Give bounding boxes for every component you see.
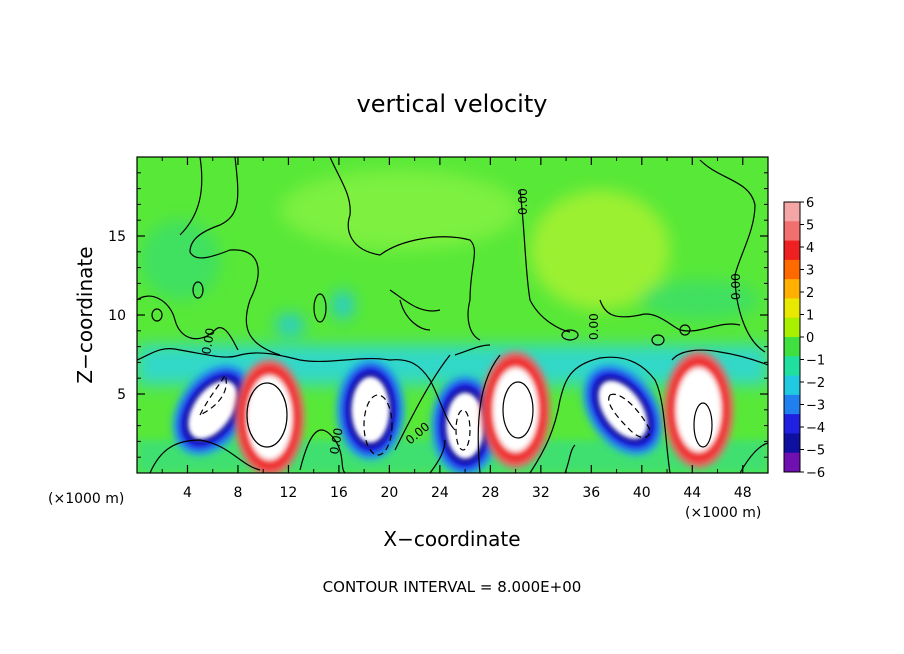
contour-line: [329, 157, 481, 341]
x-unit-left: (×1000 m): [48, 491, 124, 507]
cell-ring: [188, 380, 238, 439]
x-tick-label: 20: [380, 485, 398, 501]
x-tick-label: 36: [582, 485, 600, 501]
contour-line: [394, 344, 501, 473]
x-tick-label: 40: [633, 485, 651, 501]
contour-label: 0.00: [516, 188, 530, 215]
contour-loop: [192, 281, 204, 299]
colorbar-label: 2: [806, 286, 814, 301]
y-tick-label: 5: [117, 387, 126, 403]
contour-line: [519, 189, 571, 333]
colorbar-swatch: [784, 414, 800, 434]
contour-line: [137, 348, 456, 431]
x-tick-label: 8: [233, 485, 242, 501]
y-tick-label: 10: [108, 308, 126, 324]
contour-lines: [137, 157, 768, 473]
contour-label: 0.00: [587, 313, 601, 340]
x-tick-label: 4: [183, 485, 192, 501]
x-tick-label: 48: [734, 485, 752, 501]
contour-label: 0.00: [729, 273, 743, 300]
contour-loop: [151, 308, 163, 322]
positive-contour: [502, 381, 534, 439]
contour-line: [429, 439, 446, 473]
colorbar-swatch: [784, 433, 800, 454]
colorbar-label: 5: [806, 219, 814, 234]
contour-label: 0.00: [327, 427, 345, 456]
dashed-contour: [608, 393, 651, 439]
colorbar-swatch: [784, 259, 800, 280]
colorbar-label: −1: [806, 354, 825, 369]
dashed-contour: [363, 394, 393, 456]
x-tick-label: 12: [280, 485, 298, 501]
colorbar-label: −5: [806, 444, 825, 459]
chart-title: vertical velocity: [357, 90, 548, 118]
cell-ring: [446, 392, 485, 459]
contour-loop: [651, 334, 665, 346]
x-tick-label: 44: [683, 485, 701, 501]
dashed-contour: [199, 373, 227, 416]
colorbar-swatch: [784, 452, 800, 473]
contour-loop: [561, 329, 579, 341]
colorbar-label: 4: [806, 241, 814, 256]
colorbar-swatch: [784, 356, 800, 377]
y-axis-label: Z−coordinate: [73, 246, 97, 383]
dashed-contour: [455, 409, 471, 451]
contour-loop: [313, 293, 327, 323]
colorbar-swatch: [784, 240, 800, 261]
colorbar-swatch: [784, 298, 800, 319]
contour-line: [179, 157, 281, 356]
colorbar-swatch: [784, 279, 800, 299]
cell-ring: [493, 368, 538, 451]
updraft-cell: [481, 351, 550, 468]
upper-shading: [140, 170, 760, 320]
colorbar-label: −4: [806, 421, 825, 436]
colorbar-label: 0: [806, 331, 814, 346]
colorbar-label: 3: [806, 264, 814, 279]
colorbar-label: −6: [806, 466, 825, 481]
contour-line: [389, 289, 441, 331]
x-tick-label: 28: [481, 485, 499, 501]
x-axis-label: X−coordinate: [383, 527, 520, 551]
colorbar-label: 1: [806, 309, 814, 324]
contour-line: [137, 295, 239, 351]
cell-ring: [351, 376, 390, 443]
contour-line: [299, 429, 346, 473]
colorbar-swatch: [784, 375, 800, 396]
plot-field: [137, 157, 768, 473]
contour-label: 0.00: [199, 327, 217, 356]
x-tick-label: 32: [532, 485, 550, 501]
cyan-band: [137, 291, 768, 385]
contour-interval: CONTOUR INTERVAL = 8.000E+00: [323, 578, 582, 596]
colorbar-swatch: [784, 394, 800, 415]
contour-line: [599, 299, 741, 332]
updraft-cell: [235, 359, 304, 473]
downdraft-cell: [336, 359, 405, 460]
colorbar-swatch: [784, 317, 800, 338]
x-tick-label: 16: [330, 485, 348, 501]
contour-line: [149, 439, 261, 473]
contour-line: [529, 356, 671, 473]
contour-loop: [679, 324, 691, 336]
y-tick-label: 15: [108, 229, 126, 245]
positive-contour: [246, 382, 288, 448]
contour-line: [699, 159, 766, 353]
colorbar-label: 6: [806, 196, 814, 211]
downdraft-cell: [582, 364, 663, 456]
colorbar: 6 5 4 3 2 1 0 −1 −2 −3 −4 −5 −6: [783, 196, 825, 481]
x-unit-right: (×1000 m): [685, 505, 761, 521]
updraft-cell: [664, 351, 733, 468]
colorbar-label: −3: [806, 399, 825, 414]
downdraft-cell: [172, 364, 253, 456]
x-tick-label: 24: [431, 485, 449, 501]
colorbar-swatch: [784, 337, 800, 357]
colorbar-swatch: [784, 202, 800, 222]
colorbar-swatch: [784, 221, 800, 242]
colorbar-label: −2: [806, 376, 825, 391]
cell-ring: [676, 368, 721, 451]
positive-contour: [693, 402, 713, 448]
